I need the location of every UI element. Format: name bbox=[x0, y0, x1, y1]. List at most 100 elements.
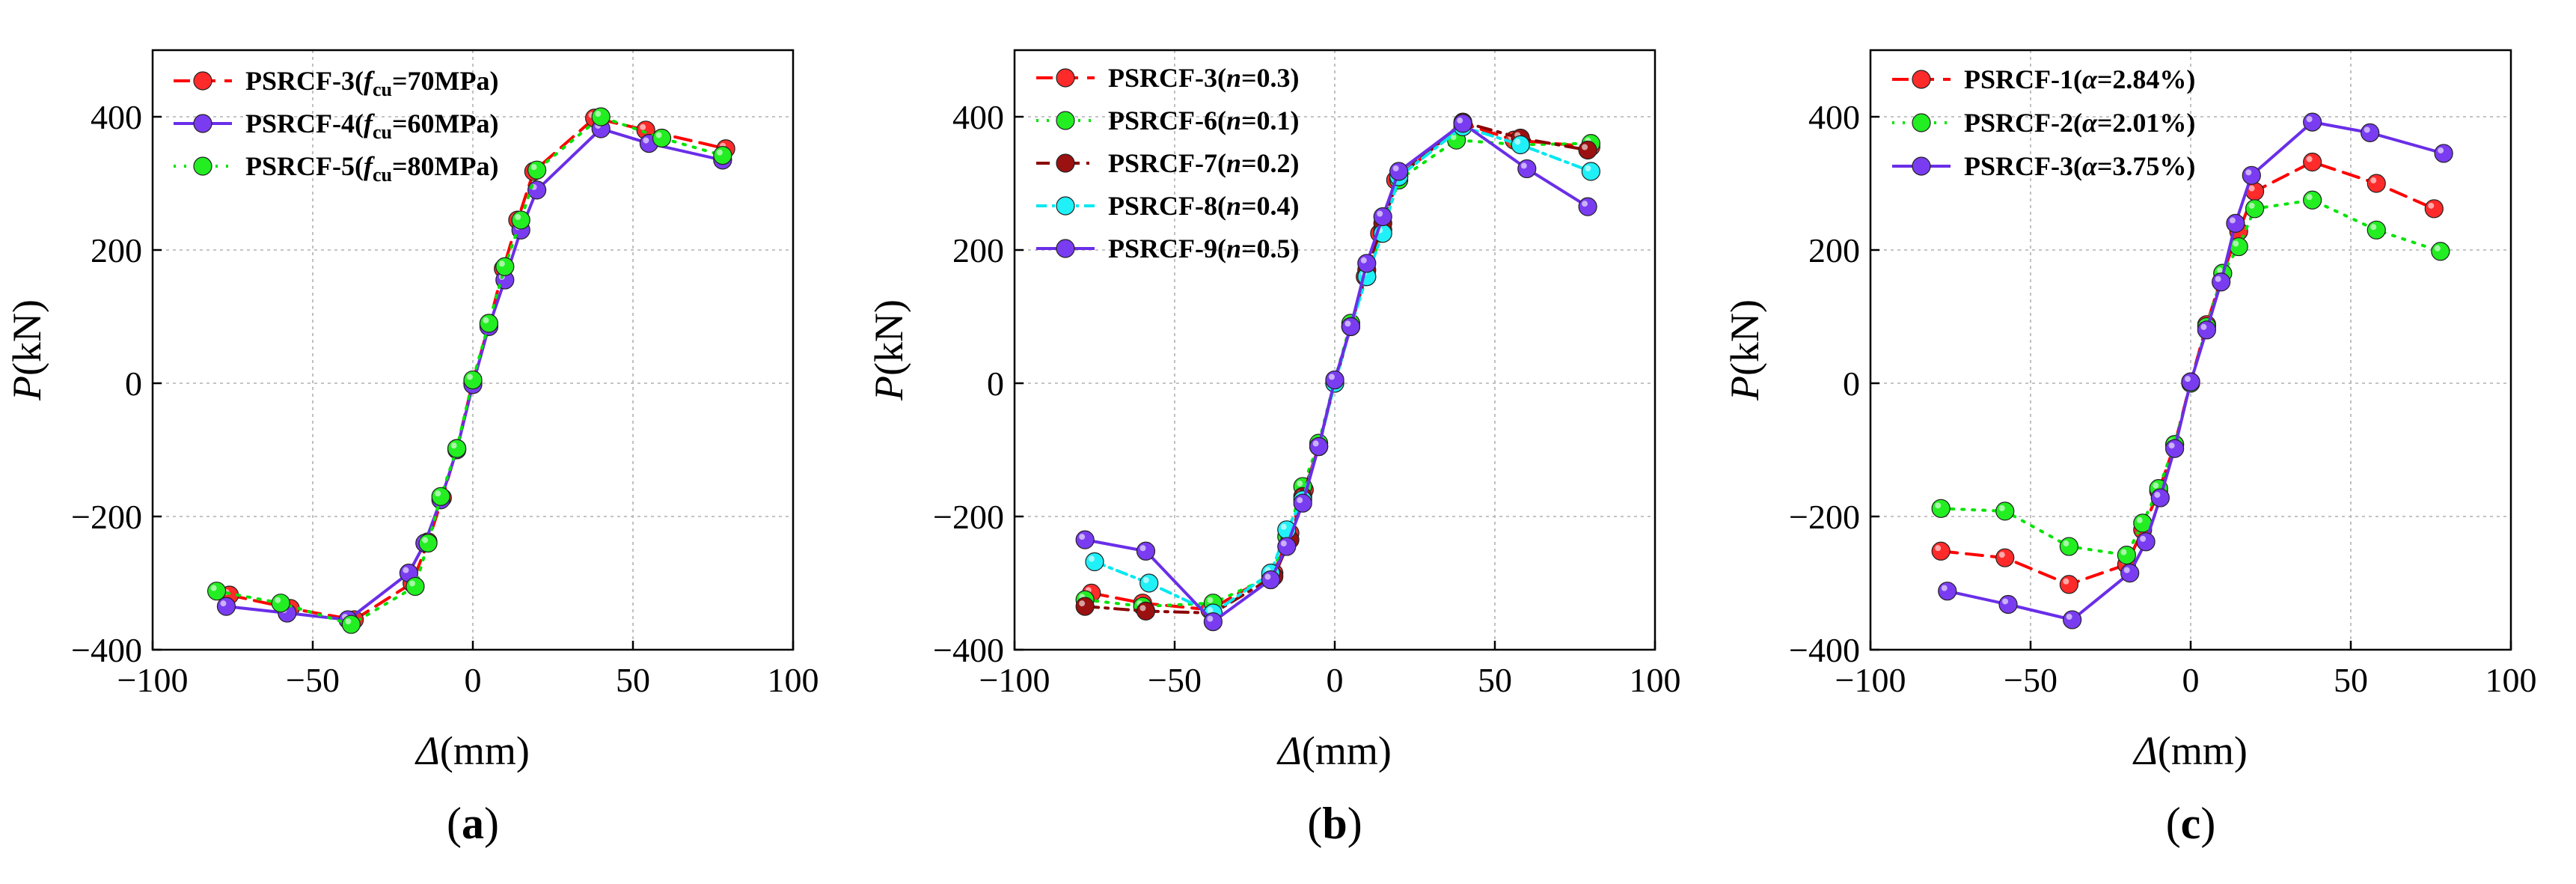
data-point-highlight bbox=[1079, 534, 1086, 540]
data-point bbox=[2303, 112, 2322, 132]
data-point bbox=[2361, 123, 2380, 142]
data-point-highlight bbox=[2364, 126, 2370, 133]
y-axis-symbol: P bbox=[1722, 376, 1767, 401]
x-tick-label: 0 bbox=[465, 661, 482, 699]
x-tick-label: 100 bbox=[2485, 661, 2537, 699]
data-point bbox=[1931, 499, 1951, 518]
legend-label-prefix: PSRCF-7( bbox=[1108, 148, 1226, 178]
data-point-highlight bbox=[1297, 480, 1303, 487]
data-point-highlight bbox=[1280, 523, 1287, 530]
data-point-highlight bbox=[1344, 320, 1351, 327]
data-point-highlight bbox=[2229, 217, 2236, 224]
data-point bbox=[2181, 372, 2200, 391]
data-point-highlight bbox=[2428, 202, 2435, 209]
x-axis-symbol: Δ bbox=[1276, 728, 1302, 773]
legend-label-rest: =0.1) bbox=[1241, 106, 1300, 135]
legend-label-rest: =0.3) bbox=[1241, 63, 1300, 93]
data-point bbox=[1453, 114, 1472, 133]
panel-label-letter: a bbox=[462, 799, 484, 848]
legend-label-variable: f bbox=[364, 151, 375, 181]
data-point bbox=[2197, 320, 2216, 340]
data-point bbox=[652, 128, 672, 148]
y-tick-label: 400 bbox=[1808, 98, 1860, 136]
data-point-highlight bbox=[275, 597, 281, 603]
data-point-highlight bbox=[2153, 482, 2159, 489]
legend-label-prefix: PSRCF-9( bbox=[1108, 234, 1226, 263]
data-point-highlight bbox=[1941, 585, 1948, 591]
data-point bbox=[1139, 573, 1159, 593]
data-point bbox=[2059, 537, 2078, 556]
y-axis-label: P(kN) bbox=[866, 299, 911, 401]
x-axis-symbol: Δ bbox=[2132, 728, 2158, 773]
legend-label-rest: =80MPa) bbox=[392, 151, 498, 181]
data-point bbox=[1085, 552, 1104, 572]
legend-label: PSRCF-3(α=3.75%) bbox=[1964, 151, 2195, 181]
data-point-highlight bbox=[643, 137, 649, 144]
data-point bbox=[2431, 242, 2450, 261]
data-point bbox=[591, 107, 611, 126]
data-point bbox=[1995, 548, 2015, 567]
data-point bbox=[1373, 207, 1392, 227]
data-point-highlight bbox=[483, 317, 489, 323]
legend-marker bbox=[1912, 156, 1931, 176]
data-point bbox=[2424, 199, 2444, 219]
panel-a: −100 −50 0 50 100 −400 −200 0 200 400 Δ(mm) P(kN) PS… bbox=[4, 49, 819, 773]
panel-c: −100 −50 0 50 100 −400 −200 0 200 400 Δ(mm) P(kN) PS… bbox=[1722, 49, 2537, 773]
y-axis-unit: (kN) bbox=[4, 299, 49, 376]
data-point-highlight bbox=[1582, 144, 1588, 150]
x-tick-label: −100 bbox=[117, 661, 189, 699]
legend-marker bbox=[1912, 113, 1931, 132]
data-point-highlight bbox=[1329, 374, 1335, 380]
data-point-highlight bbox=[640, 124, 646, 130]
legend-label: PSRCF-9(n=0.5) bbox=[1108, 234, 1300, 263]
data-point-highlight bbox=[1935, 545, 1942, 552]
legend-label: PSRCF-7(n=0.2) bbox=[1108, 148, 1300, 178]
legend-label-variable: n bbox=[1226, 148, 1241, 178]
data-point-highlight bbox=[450, 442, 457, 449]
data-point bbox=[1261, 570, 1281, 590]
data-point bbox=[271, 594, 290, 613]
legend-label-variable: f bbox=[364, 66, 375, 96]
data-point-highlight bbox=[467, 374, 473, 380]
legend-label: PSRCF-3(fcu=70MPa) bbox=[245, 66, 498, 100]
data-point-highlight bbox=[1089, 555, 1095, 562]
data-point-highlight bbox=[1457, 117, 1463, 124]
legend-entry: PSRCF-5(fcu=80MPa) bbox=[174, 151, 498, 186]
panel-b: −100 −50 0 50 100 −400 −200 0 200 400 Δ(mm) P(kN) PS… bbox=[866, 49, 1681, 773]
legend-label-rest: =0.4) bbox=[1241, 191, 1300, 221]
data-point-highlight bbox=[2370, 177, 2377, 183]
data-point bbox=[2136, 532, 2156, 552]
legend: PSRCF-1(α=2.84%)PSRCF-2(α=2.01%)PSRCF-3(… bbox=[1892, 64, 2195, 181]
data-point bbox=[1075, 597, 1095, 616]
data-point-highlight bbox=[2063, 578, 2069, 585]
y-tick-label: 200 bbox=[91, 231, 142, 269]
data-point bbox=[1998, 594, 2018, 615]
y-tick-label: 200 bbox=[952, 231, 1004, 269]
data-point bbox=[2063, 610, 2082, 630]
data-point-highlight bbox=[220, 600, 227, 607]
legend-marker bbox=[193, 114, 212, 133]
data-point-highlight bbox=[2306, 156, 2313, 162]
panel-label-open: ( bbox=[447, 799, 462, 848]
y-tick-label: −200 bbox=[1789, 498, 1860, 536]
panel-label-close: ) bbox=[2200, 799, 2215, 848]
legend-label-prefix: PSRCF-6( bbox=[1108, 106, 1226, 135]
x-axis-unit: (mm) bbox=[1302, 728, 1392, 773]
data-point bbox=[1578, 140, 1597, 160]
data-point-highlight bbox=[2063, 540, 2069, 547]
series-line bbox=[215, 115, 724, 627]
series-3 bbox=[1075, 112, 1597, 623]
data-point bbox=[2367, 174, 2386, 193]
data-point-highlight bbox=[1142, 577, 1149, 583]
legend-label-subscript: cu bbox=[373, 121, 392, 143]
x-tick-label: −50 bbox=[1148, 661, 1202, 699]
data-point bbox=[511, 210, 530, 230]
data-point-highlight bbox=[1377, 210, 1383, 217]
data-point bbox=[2303, 190, 2322, 210]
data-point bbox=[1517, 159, 1537, 179]
data-point-highlight bbox=[1139, 545, 1146, 552]
data-point bbox=[2120, 564, 2140, 583]
data-point-highlight bbox=[1392, 165, 1399, 171]
data-point-highlight bbox=[1998, 552, 2005, 558]
y-axis-symbol: P bbox=[866, 376, 911, 401]
